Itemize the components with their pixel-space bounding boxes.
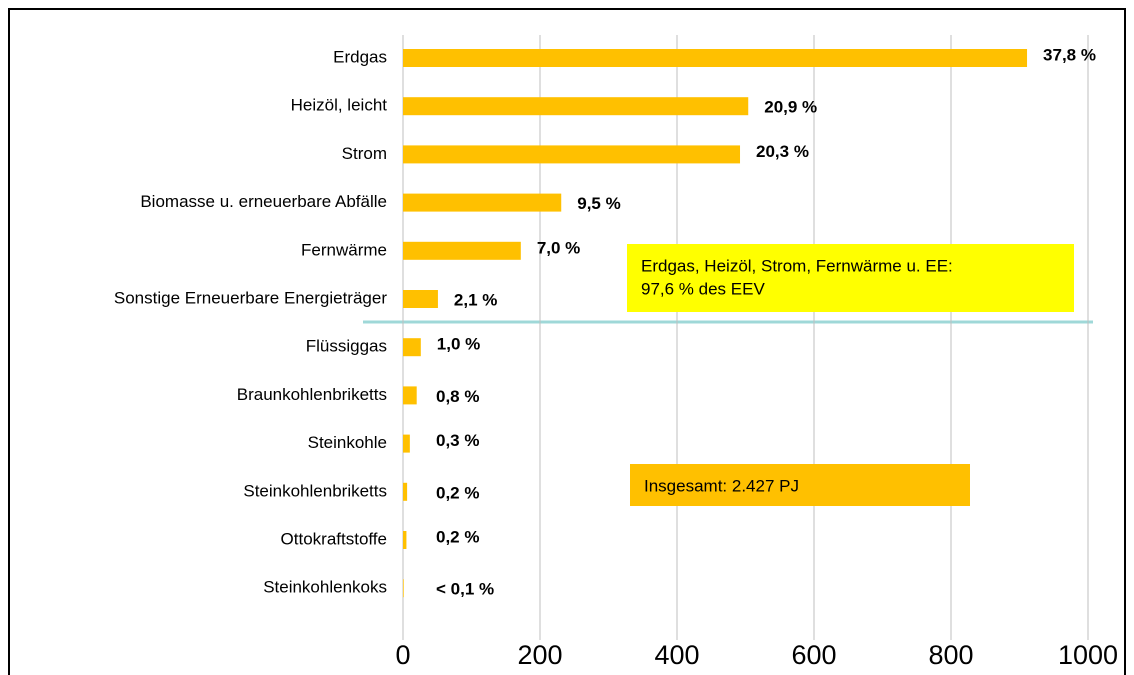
annotation-box	[627, 244, 1074, 312]
frame	[8, 8, 1126, 675]
annotation-text: Insgesamt: 2.427 PJ	[644, 476, 799, 495]
x-tick-label: 1000	[1058, 640, 1118, 670]
percent-label: 9,5 %	[577, 194, 620, 213]
category-label: Strom	[342, 144, 387, 163]
bar	[403, 97, 749, 116]
x-tick-label: 200	[517, 640, 562, 670]
category-label: Sonstige Erneuerbare Energieträger	[114, 288, 387, 307]
category-label: Ottokraftstoffe	[281, 529, 387, 548]
annotation-text: Erdgas, Heizöl, Strom, Fernwärme u. EE:	[641, 256, 953, 275]
percent-label: 0,2 %	[436, 483, 479, 502]
bar	[403, 579, 404, 598]
percent-label: 20,9 %	[764, 98, 817, 117]
category-label: Flüssiggas	[306, 337, 387, 356]
bar	[403, 290, 438, 308]
bar	[403, 241, 521, 260]
percent-label: 7,0 %	[537, 238, 580, 257]
bar	[403, 49, 1028, 67]
bar	[403, 482, 408, 501]
percent-label: 37,8 %	[1043, 45, 1096, 64]
category-label: Biomasse u. erneuerbare Abfälle	[140, 192, 387, 211]
annotation-box	[630, 464, 970, 506]
category-label: Braunkohlenbriketts	[237, 385, 387, 404]
bar	[403, 531, 407, 549]
annotation-text: 97,6 % des EEV	[641, 279, 765, 298]
bar	[403, 338, 421, 357]
x-tick-label: 0	[395, 640, 410, 670]
bar	[403, 434, 410, 453]
bar	[403, 386, 417, 405]
bar	[403, 145, 741, 164]
percent-label: 0,2 %	[436, 527, 479, 546]
x-tick-label: 400	[654, 640, 699, 670]
x-tick-label: 600	[791, 640, 836, 670]
percent-label: 2,1 %	[454, 290, 497, 309]
percent-label: < 0,1 %	[436, 580, 494, 599]
percent-label: 0,3 %	[436, 431, 479, 450]
percent-label: 0,8 %	[436, 387, 479, 406]
category-label: Fernwärme	[301, 240, 387, 259]
category-label: Steinkohlenkoks	[263, 578, 387, 597]
category-label: Steinkohlenbriketts	[243, 481, 387, 500]
x-tick-label: 800	[928, 640, 973, 670]
bar	[403, 193, 562, 212]
percent-label: 1,0 %	[437, 335, 480, 354]
category-label: Heizöl, leicht	[291, 96, 388, 115]
percent-label: 20,3 %	[756, 142, 809, 161]
category-label: Steinkohle	[308, 433, 387, 452]
category-label: Erdgas	[333, 47, 387, 66]
